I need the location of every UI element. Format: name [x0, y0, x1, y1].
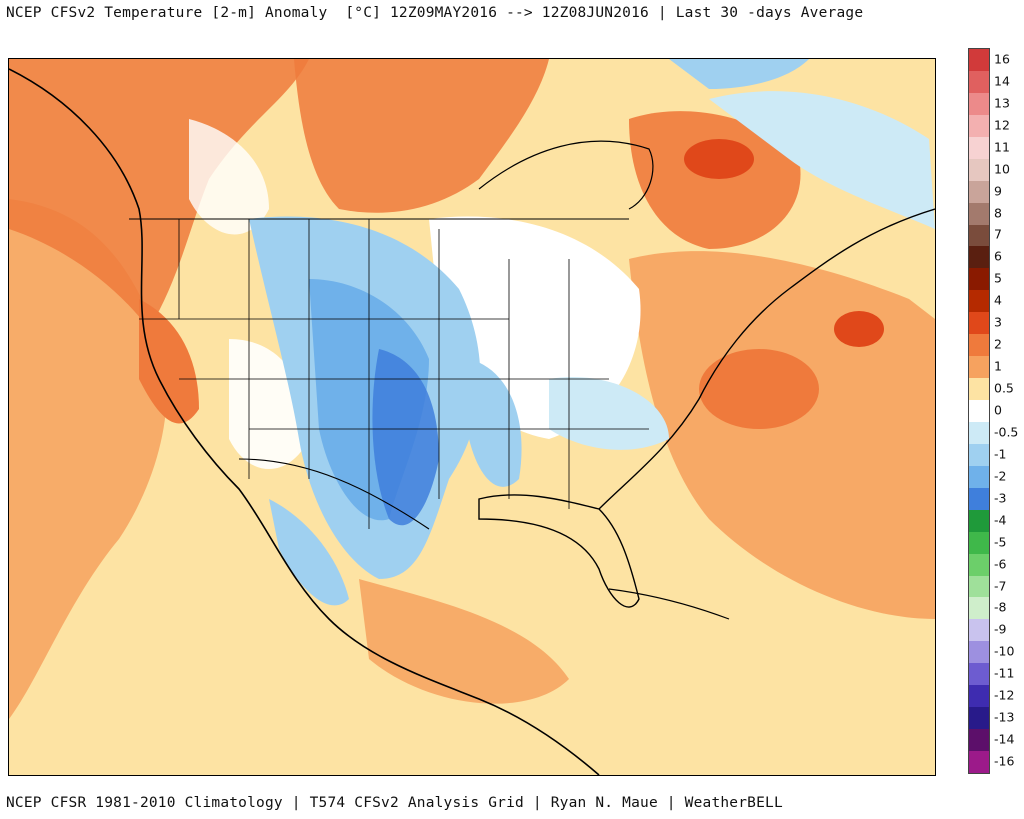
legend-tick-label: 4 [994, 292, 1002, 308]
legend-tick-label: -13 [994, 709, 1015, 725]
canada-warm [294, 59, 549, 213]
labrador-cool [669, 59, 809, 89]
legend-swatch [969, 158, 989, 182]
california-warm [139, 299, 199, 424]
legend-swatch [969, 334, 989, 357]
pacific-coastline [9, 68, 600, 775]
legend-swatch [969, 136, 989, 160]
legend-tick-label: 8 [994, 205, 1002, 221]
northwest-warm [9, 59, 309, 329]
legend-tick-label: 13 [994, 95, 1010, 111]
legend-swatch [969, 707, 989, 730]
legend-tick-label: 6 [994, 248, 1002, 264]
legend-swatch [969, 70, 989, 94]
hudson-bay-outline [478, 140, 654, 210]
legend-tick-label: -5 [994, 534, 1007, 550]
us-mexico-border [238, 458, 430, 530]
legend-tick-label: -3 [994, 490, 1007, 506]
legend-tick-label: 10 [994, 161, 1010, 177]
legend-tick-label: -6 [994, 556, 1007, 572]
legend-swatch [969, 268, 989, 291]
legend-tick-label: 12 [994, 117, 1010, 133]
bc-neutral [189, 119, 269, 235]
legend-swatch [969, 531, 989, 555]
legend-tick-label: 1 [994, 358, 1002, 374]
mississippi-cool [469, 359, 522, 487]
legend-tick-label: 2 [994, 336, 1002, 352]
gulf-coastline [478, 494, 640, 608]
legend-swatch [969, 180, 989, 204]
legend-tick-label: -10 [994, 643, 1015, 659]
hudson-hot-core [684, 139, 754, 179]
legend-swatch [969, 641, 989, 664]
pacific-warm [9, 199, 167, 719]
legend-swatch [969, 378, 989, 401]
legend-swatch [969, 575, 989, 598]
legend-swatch [969, 312, 989, 335]
legend-swatch [969, 443, 989, 467]
legend-tick-label: -7 [994, 578, 1007, 593]
map-title: NCEP CFSv2 Temperature [2-m] Anomaly [°C… [6, 5, 864, 21]
legend-swatch [969, 619, 989, 642]
legend-tick-label: -12 [994, 687, 1015, 703]
legend-swatch [969, 421, 989, 445]
legend-tick-label: -8 [994, 599, 1007, 615]
legend-swatch [969, 224, 989, 247]
legend-swatch [969, 400, 989, 423]
legend-swatch [969, 290, 989, 313]
legend-swatch [969, 465, 989, 489]
legend-tick-label: 0.5 [994, 380, 1014, 396]
credit-footer: NCEP CFSR 1981-2010 Climatology | T574 C… [6, 795, 783, 811]
legend-tick-label: -0.5 [994, 424, 1019, 440]
mexico-sierra-cold [269, 499, 349, 606]
legend-swatch [969, 92, 989, 116]
state-borders [139, 219, 649, 529]
legend-tick-label: 3 [994, 314, 1002, 330]
legend-tick-label: 14 [994, 73, 1010, 89]
southeast-cool [549, 377, 669, 450]
quebec-cool [709, 91, 935, 229]
legend-swatch [969, 246, 989, 269]
legend-swatch [969, 509, 989, 533]
legend-tick-label: 0 [994, 402, 1002, 418]
anomaly-map [8, 58, 936, 776]
legend-tick-label: 7 [994, 226, 1002, 242]
legend-swatch [969, 597, 989, 620]
legend-swatch [969, 729, 989, 752]
mexico-warm [359, 579, 569, 704]
legend-colorbar [968, 48, 990, 774]
legend-tick-label: -16 [994, 753, 1015, 769]
texas-cold-core [372, 349, 439, 526]
legend-tick-label: -4 [994, 512, 1007, 528]
caribbean-islands [608, 588, 730, 620]
legend-swatch [969, 114, 989, 138]
legend-tick-label: -9 [994, 621, 1007, 637]
legend-swatch [969, 553, 989, 577]
hudson-warm [629, 111, 801, 249]
legend-swatch [969, 685, 989, 708]
legend-tick-label: 5 [994, 270, 1002, 286]
legend-swatch [969, 487, 989, 511]
atlantic-warm-core [699, 349, 819, 429]
legend-swatch [969, 49, 989, 72]
legend-tick-label: 16 [994, 51, 1010, 67]
legend-swatch [969, 663, 989, 686]
legend-tick-label: -2 [994, 468, 1007, 484]
legend-swatch [969, 356, 989, 379]
legend-swatch [969, 202, 989, 225]
legend-tick-label: 11 [994, 139, 1010, 155]
legend-tick-label: -1 [994, 446, 1007, 462]
legend-swatch [969, 751, 989, 774]
atlantic-coastline [598, 208, 935, 510]
legend-tick-label: -14 [994, 731, 1015, 747]
atlantic-hot-spot [834, 311, 884, 347]
legend-tick-label: -11 [994, 665, 1015, 681]
legend-tick-label: 9 [994, 183, 1002, 199]
